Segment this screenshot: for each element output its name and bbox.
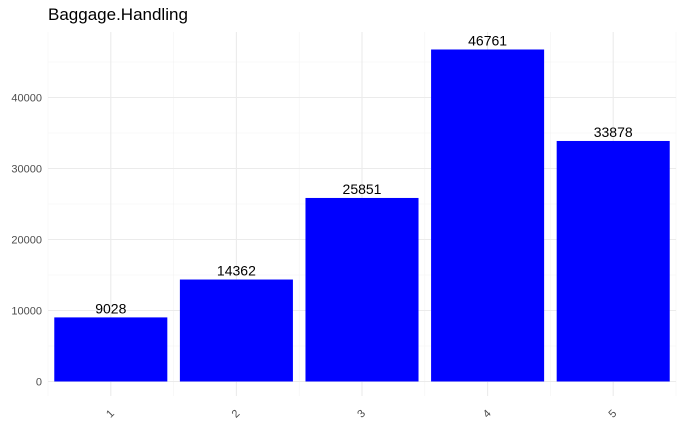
bar-4 (431, 49, 545, 382)
y-tick-label: 30000 (11, 164, 42, 176)
data-label-4: 46761 (468, 32, 507, 48)
x-tick-label: 2 (230, 408, 243, 421)
y-tick-label: 0 (36, 377, 42, 389)
data-labels: 9028 14362 25851 46761 33878 (95, 32, 633, 316)
chart-title: Baggage.Handling (48, 5, 188, 24)
bar-5 (556, 140, 670, 382)
y-axis-tick-labels: 0 10000 20000 30000 40000 (11, 93, 42, 389)
x-tick-label: 4 (481, 408, 494, 421)
x-tick-label: 3 (355, 408, 368, 421)
x-axis-tick-labels: 1 2 3 4 5 (104, 408, 619, 421)
x-tick-label: 5 (607, 408, 620, 421)
bar-2 (179, 279, 293, 382)
bar-1 (54, 317, 168, 382)
data-label-1: 9028 (95, 300, 126, 316)
x-tick-label: 1 (104, 408, 117, 421)
data-label-5: 33878 (594, 124, 633, 140)
bar-3 (305, 197, 419, 382)
data-label-3: 25851 (343, 181, 382, 197)
y-tick-label: 20000 (11, 235, 42, 247)
data-label-2: 14362 (217, 263, 256, 279)
bars (54, 49, 670, 382)
y-tick-label: 40000 (11, 93, 42, 105)
y-tick-label: 10000 (11, 306, 42, 318)
